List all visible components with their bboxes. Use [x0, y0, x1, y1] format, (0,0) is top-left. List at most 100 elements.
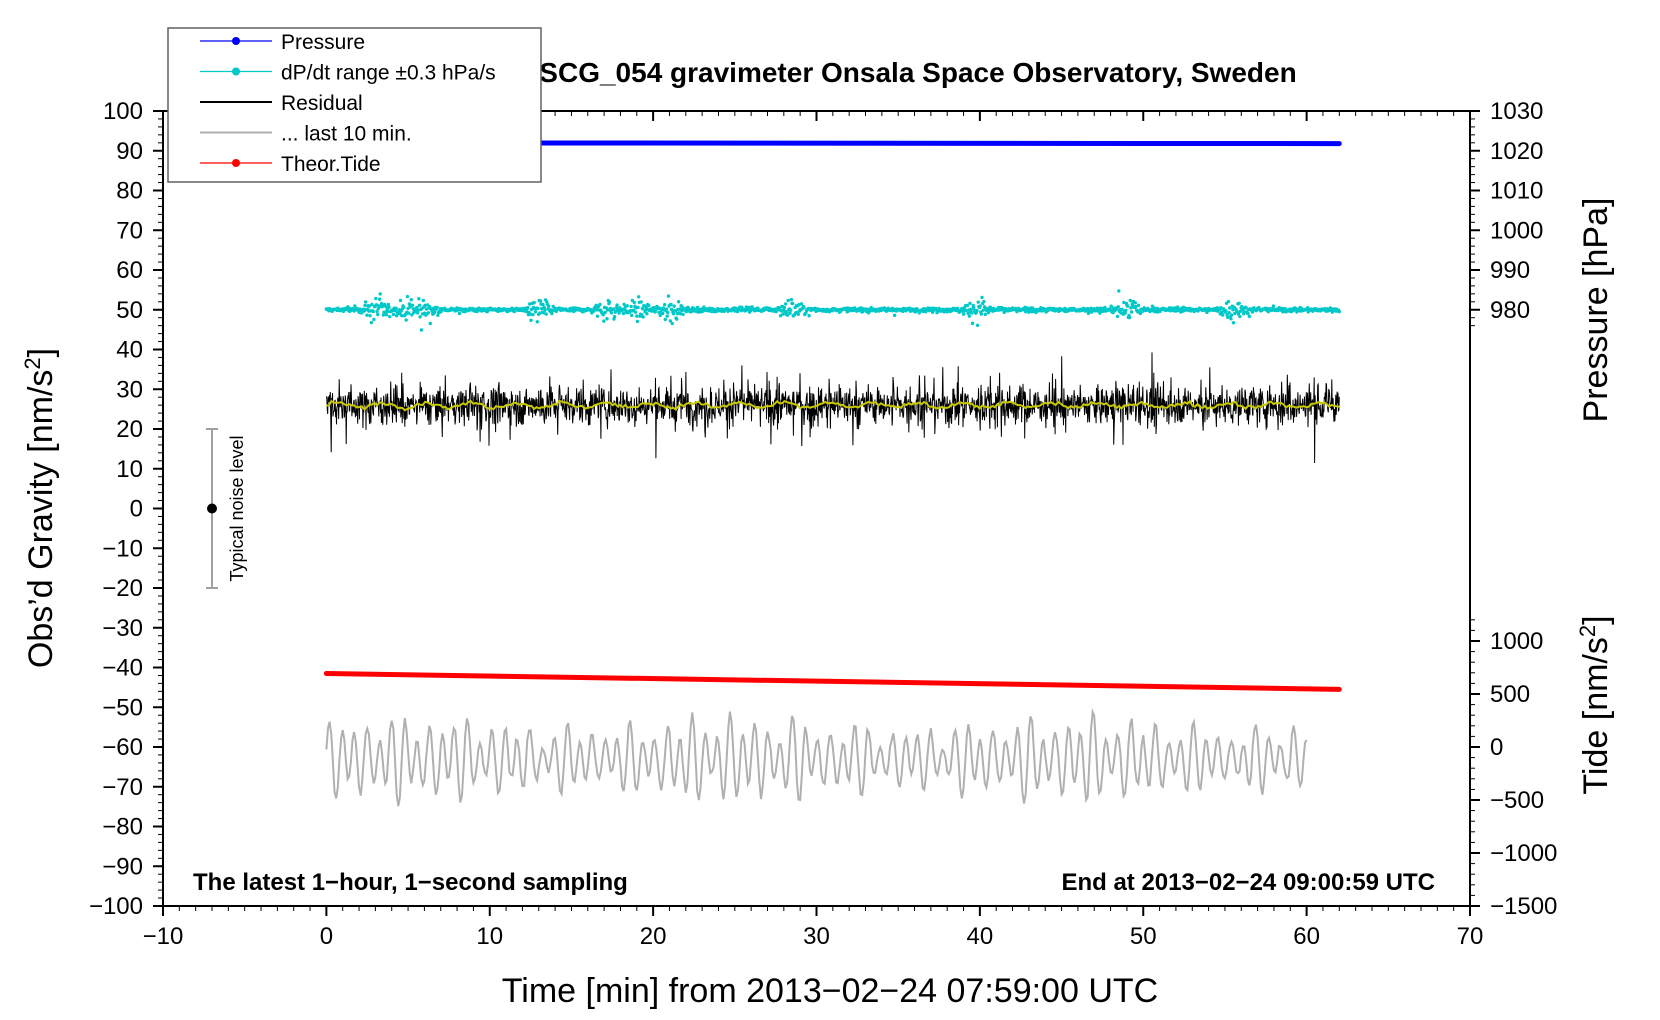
- dpdt-point: [415, 311, 420, 315]
- x-tick-label: 20: [640, 923, 667, 950]
- dpdt-point: [595, 314, 600, 318]
- legend-label: dP/dt range ±0.3 hPa/s: [281, 62, 496, 85]
- dpdt-point: [1127, 315, 1132, 320]
- pressure-tick-label: 980: [1490, 297, 1530, 324]
- dpdt-point: [663, 317, 667, 322]
- dpdt-point: [1111, 310, 1115, 315]
- tick-labels: −10 0 10 20 30 40 50 60 701009080706050403020100…: [89, 98, 1557, 950]
- dpdt-point: [686, 305, 690, 310]
- y-tick-label-left: −100: [89, 893, 143, 920]
- dpdt-point: [978, 304, 982, 308]
- residual-series-line: [325, 352, 1340, 464]
- dpdt-point: [1228, 306, 1232, 310]
- x-axis-label: Time [min] from 2013−02−24 07:59:00 UTC: [502, 972, 1158, 1010]
- dpdt-point: [1176, 305, 1180, 309]
- dpdt-point: [676, 300, 681, 304]
- dpdt-point: [374, 303, 379, 307]
- dpdt-point: [1128, 298, 1132, 303]
- legend-label: ... last 10 min.: [281, 123, 412, 146]
- dpdt-point: [609, 311, 614, 315]
- y-tick-label-left: 80: [116, 178, 143, 205]
- dpdt-point: [377, 297, 382, 301]
- pressure-tick-label: 1020: [1490, 138, 1543, 165]
- dpdt-point: [668, 319, 673, 323]
- dpdt-point: [605, 317, 609, 321]
- y-axis-label-left-superscript: 2: [20, 357, 45, 369]
- dpdt-point: [1247, 314, 1252, 319]
- dpdt-point: [781, 312, 785, 316]
- plot-frame: [162, 110, 1471, 907]
- tide-series-line: [323, 670, 1342, 692]
- y-tick-label-left: −40: [102, 655, 143, 682]
- legend-label: Theor.Tide: [281, 153, 381, 176]
- dpdt-point: [1129, 310, 1134, 314]
- dpdt-point: [964, 308, 968, 313]
- dpdt-point: [788, 311, 792, 315]
- dpdt-point: [1133, 301, 1138, 305]
- legend-box: [167, 27, 542, 183]
- dpdt-point: [1250, 310, 1255, 314]
- y-tick-label-left: −50: [102, 694, 143, 721]
- dpdt-point: [986, 306, 990, 310]
- dpdt-point: [892, 313, 897, 318]
- dpdt-point: [661, 311, 665, 316]
- legend-label: Residual: [281, 92, 363, 115]
- dpdt-point: [542, 305, 546, 310]
- dpdt-point: [375, 309, 379, 313]
- dpdt-point: [681, 312, 685, 317]
- dpdt-point: [636, 295, 641, 299]
- dpdt-point: [543, 308, 547, 312]
- dpdt-point: [1117, 289, 1121, 293]
- legend: Pressure dP/dt range ±0.3 hPa/s Residual..…: [167, 27, 542, 183]
- dpdt-point: [628, 309, 633, 313]
- dpdt-point: [598, 302, 602, 307]
- dpdt-point: [409, 298, 413, 302]
- dpdt-point: [1115, 314, 1120, 319]
- dpdt-point: [603, 310, 607, 315]
- dpdt-point: [635, 319, 640, 324]
- x-tick-label: 50: [1130, 923, 1157, 950]
- x-tick-label: 0: [320, 923, 333, 950]
- dpdt-point: [662, 302, 667, 307]
- y-tick-label-left: 50: [116, 297, 143, 324]
- dpdt-point: [369, 320, 374, 325]
- dpdt-point: [673, 309, 678, 313]
- dpdt-point: [1229, 317, 1233, 321]
- dpdt-point: [432, 310, 437, 314]
- pressure-tick-label: 1030: [1490, 98, 1543, 125]
- dpdt-point: [531, 312, 535, 317]
- dpdt-point: [665, 314, 669, 318]
- dpdt-point: [384, 313, 389, 317]
- dpdt-point: [410, 303, 415, 307]
- dpdt-point: [528, 312, 533, 316]
- dpdt-point: [528, 302, 532, 306]
- dpdt-point: [457, 311, 462, 316]
- dpdt-point: [639, 300, 643, 304]
- tick-marks: [153, 110, 1480, 916]
- dpdt-point: [538, 299, 543, 303]
- tide-tick-label: 500: [1490, 681, 1530, 708]
- dpdt-point: [1229, 313, 1234, 317]
- dpdt-point: [404, 318, 408, 322]
- dpdt-point: [368, 313, 372, 318]
- legend-swatch-dot: [232, 37, 240, 45]
- y-tick-label-left: −60: [102, 734, 143, 761]
- dpdt-point: [975, 323, 980, 328]
- dpdt-point: [405, 294, 410, 299]
- dpdt-point: [417, 303, 422, 308]
- dpdt-point: [370, 302, 374, 307]
- dpdt-point: [419, 328, 424, 332]
- dpdt-point: [1123, 311, 1127, 315]
- dpdt-point: [669, 307, 674, 312]
- dpdt-point: [969, 307, 973, 311]
- dpdt-point: [632, 300, 636, 305]
- dpdt-point: [672, 304, 676, 308]
- dpdt-point: [532, 300, 536, 305]
- dpdt-point: [799, 302, 804, 306]
- dpdt-point: [602, 319, 606, 323]
- dpdt-point: [372, 317, 376, 322]
- dpdt-point: [1226, 299, 1231, 304]
- dpdt-point: [435, 305, 439, 310]
- dpdt-point: [979, 312, 984, 316]
- dpdt-point: [1238, 309, 1243, 314]
